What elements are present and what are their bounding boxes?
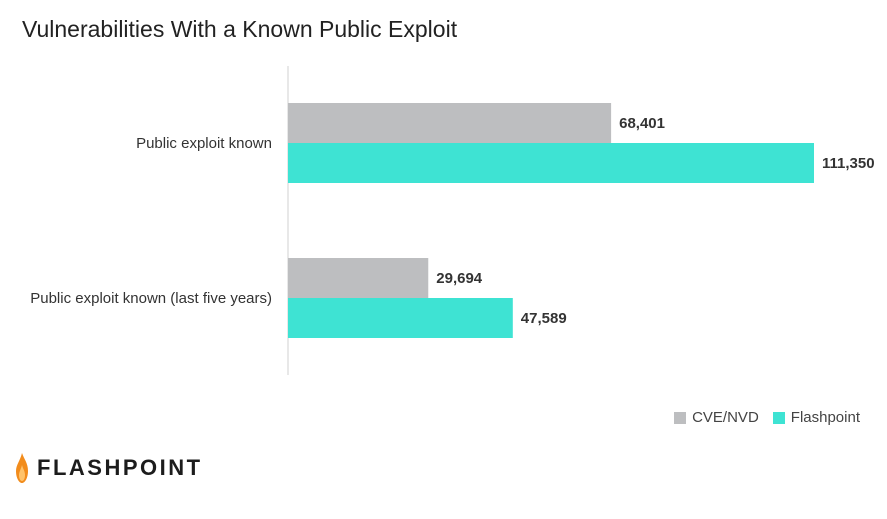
chart-title: Vulnerabilities With a Known Public Expl… (22, 16, 458, 42)
bar-cve-nvd (288, 103, 612, 143)
category-label: Public exploit known (last five years) (30, 290, 272, 307)
bar-flashpoint (288, 143, 814, 183)
legend: CVE/NVD Flashpoint (660, 409, 860, 426)
data-label: 47,589 (521, 310, 567, 327)
bar-chart: Public exploit known Public exploit known… (30, 66, 875, 375)
data-label: 29,694 (436, 270, 483, 287)
legend-swatch-flashpoint (772, 411, 785, 424)
category-label: Public exploit known (136, 135, 272, 152)
legend-label-flashpoint: Flashpoint (790, 409, 860, 426)
bar-flashpoint (288, 298, 513, 338)
flashpoint-logo: FLASHPOINT (15, 452, 203, 484)
legend-label-cve-nvd: CVE/NVD (692, 409, 759, 426)
logo-wordmark: FLASHPOINT (37, 455, 203, 480)
bar-cve-nvd (288, 258, 429, 298)
flame-icon (16, 453, 28, 483)
legend-item-cve-nvd: CVE/NVD (674, 409, 759, 426)
legend-swatch-cve-nvd (674, 411, 687, 424)
legend-item-flashpoint: Flashpoint (772, 409, 860, 426)
data-label: 68,401 (619, 115, 665, 132)
data-label: 111,350 (822, 155, 875, 172)
